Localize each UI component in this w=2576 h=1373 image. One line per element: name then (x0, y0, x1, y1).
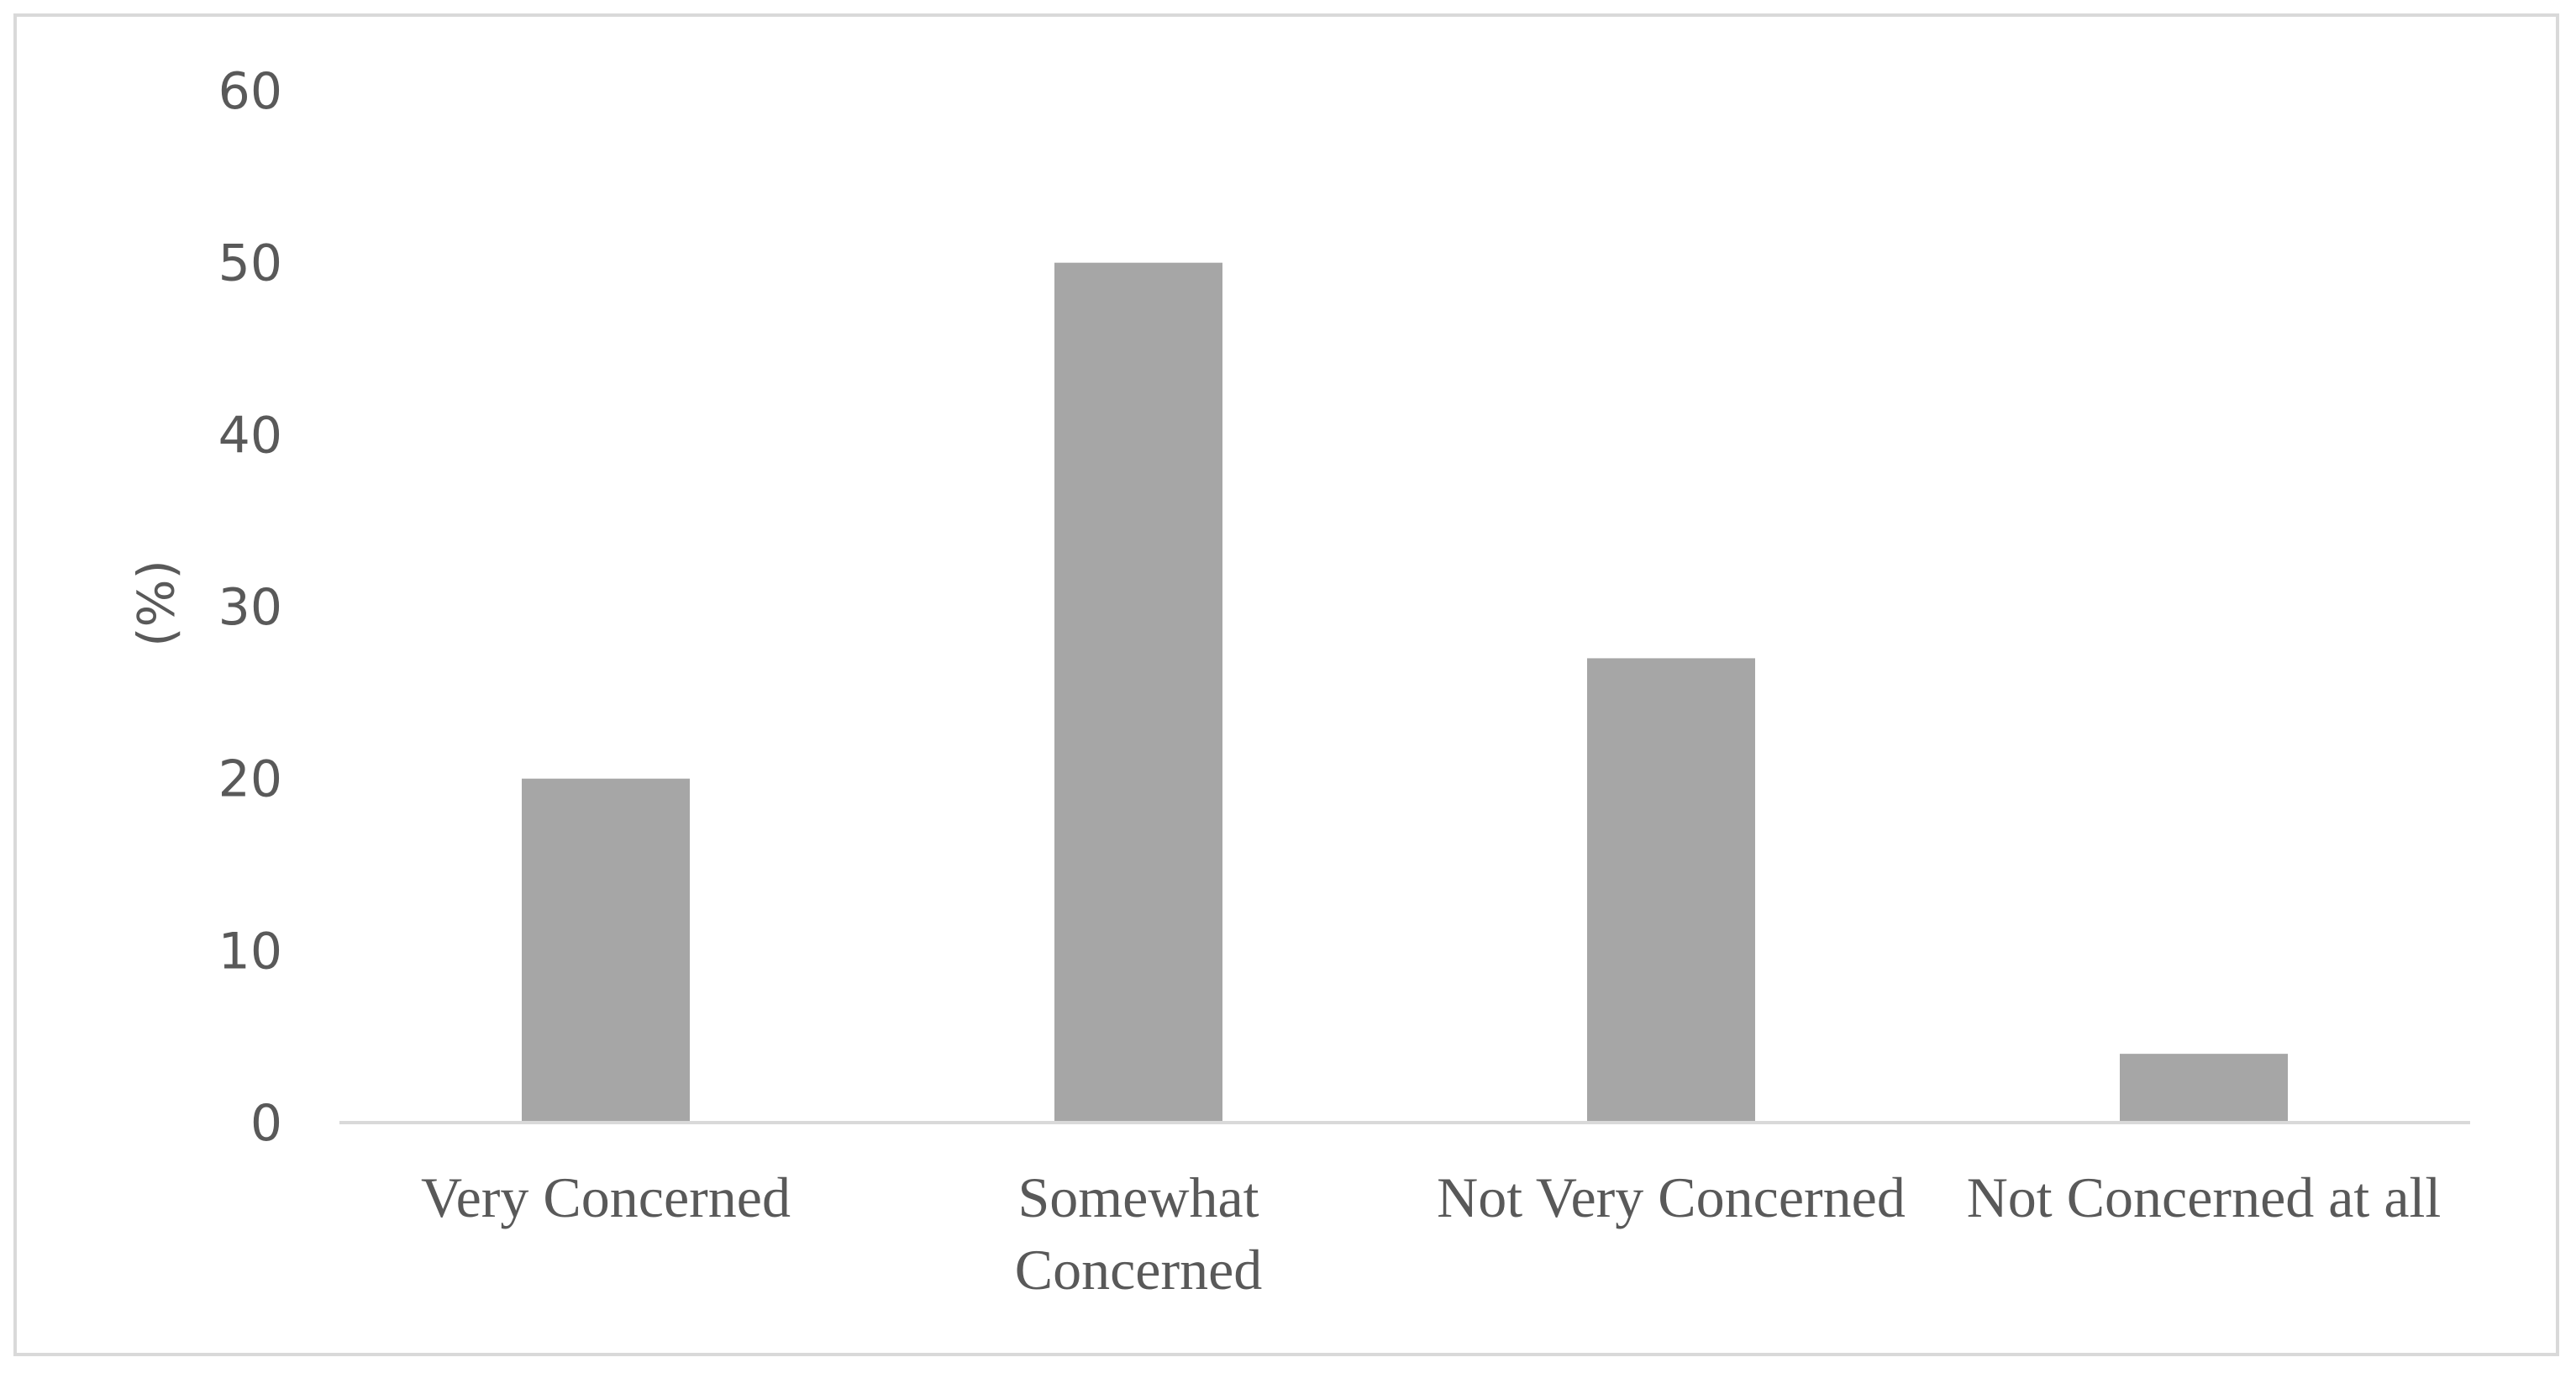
x-tick-label: Very Concerned (421, 1165, 791, 1229)
x-tick-label: Not Very Concerned (1437, 1165, 1906, 1229)
chart-frame (13, 13, 2559, 1356)
y-tick-label: 10 (218, 922, 282, 981)
x-tick-label-line: Not Very Concerned (1437, 1165, 1906, 1229)
bar (1587, 658, 1755, 1123)
y-tick-label: 20 (218, 750, 282, 809)
y-tick-label: 50 (218, 234, 282, 293)
bar (1054, 262, 1222, 1123)
x-tick-label-line: Concerned (1015, 1238, 1263, 1302)
bars (522, 262, 2288, 1123)
y-tick-label: 30 (218, 578, 282, 637)
y-tick-label: 0 (250, 1094, 282, 1153)
x-tick-label-line: Somewhat (1017, 1165, 1259, 1229)
y-axis-ticks: 0 10 20 30 40 50 60 (218, 62, 282, 1153)
x-tick-label-line: Not Concerned at all (1967, 1165, 2442, 1229)
y-tick-label: 40 (218, 406, 282, 465)
bar (2120, 1054, 2288, 1123)
x-axis-labels: Very Concerned Somewhat Concerned Not Very … (421, 1165, 2441, 1302)
x-tick-label: Not Concerned at all (1967, 1165, 2442, 1229)
x-tick-label: Somewhat Concerned (1015, 1165, 1263, 1302)
x-tick-label-line: Very Concerned (421, 1165, 791, 1229)
y-axis-title: (%) (128, 560, 187, 647)
y-tick-label: 60 (218, 62, 282, 121)
bar (522, 778, 690, 1123)
